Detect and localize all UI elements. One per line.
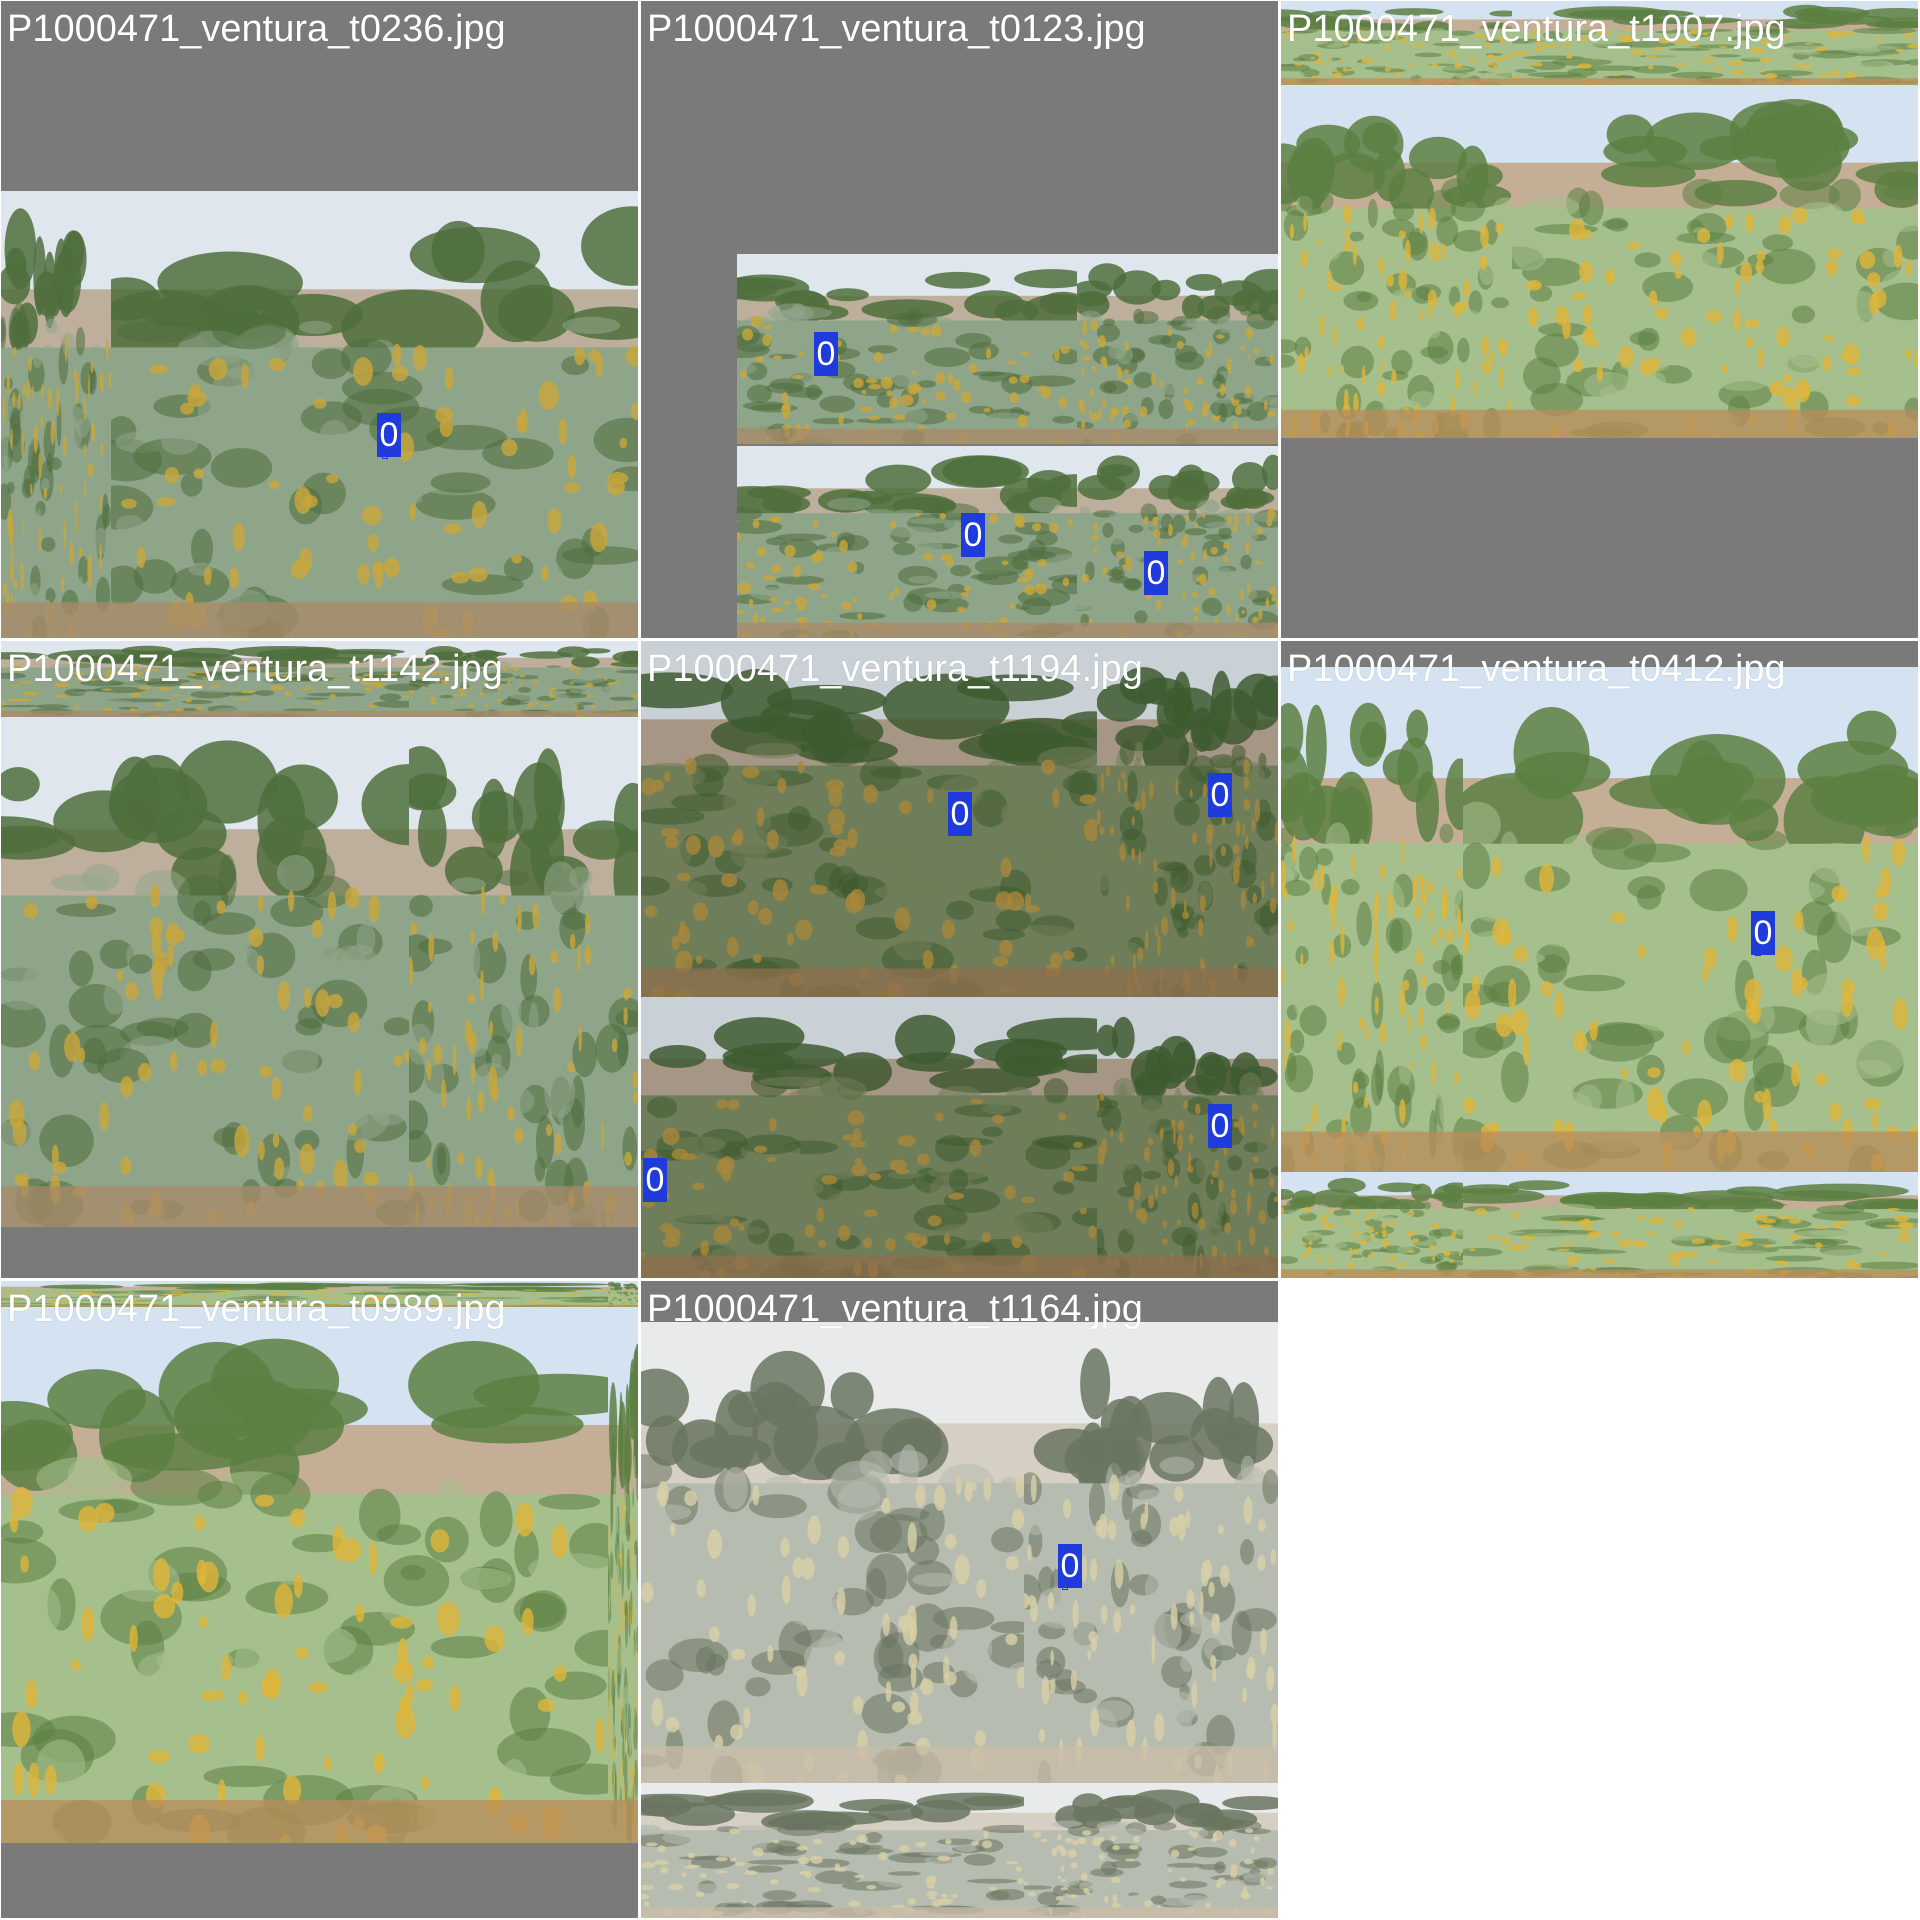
photo-tile — [737, 254, 1077, 444]
photo-tile — [1281, 85, 1512, 438]
detection-box: 0 — [1144, 551, 1168, 595]
detection-marker — [382, 453, 388, 459]
image-filename: P1000471_ventura_t0236.jpg — [7, 8, 506, 50]
cell-t1194: 0 0 0 0 P1000471_ventura_t1194.jpg — [641, 641, 1278, 1278]
photo-tile — [641, 1322, 1024, 1783]
detection-box: 0 — [814, 332, 838, 376]
detection-box: 0 — [1208, 1104, 1232, 1148]
detection-marker — [1755, 950, 1761, 956]
photo-tile — [1281, 1, 1512, 85]
detection-box: 0 — [1208, 773, 1232, 817]
photo-tile — [1512, 1, 1918, 85]
detection-marker — [1062, 1584, 1068, 1590]
photo-tile — [641, 641, 1097, 997]
photo-tile — [1281, 1172, 1463, 1278]
photo-tile — [1097, 997, 1278, 1278]
photo-tile — [1077, 446, 1278, 638]
photo-tile — [409, 717, 638, 1227]
photo-tile — [641, 1783, 1024, 1918]
detection-box: 0 — [643, 1158, 667, 1202]
cell-t0412: 0 P1000471_ventura_t0412.jpg — [1281, 641, 1918, 1278]
photo-tile — [1512, 85, 1918, 438]
image-filename: P1000471_ventura_t0123.jpg — [647, 8, 1146, 50]
cell-t0989: P1000471_ventura_t0989.jpg — [1, 1281, 638, 1918]
cell-t1142: P1000471_ventura_t1142.jpg — [1, 641, 638, 1278]
photo-tile — [1, 1307, 608, 1843]
photo-tile — [608, 1281, 638, 1307]
detection-box: 0 — [377, 413, 401, 457]
photo-tile — [1, 1281, 608, 1307]
photo-tile — [1, 641, 409, 717]
photo-tile — [1281, 667, 1463, 1172]
cell-t1007: P1000471_ventura_t1007.jpg — [1281, 1, 1918, 638]
cell-t0123: 0 0 0 P1000471_ventura_t0123.jpg — [641, 1, 1278, 638]
photo-tile — [608, 1307, 638, 1843]
detection-box: 0 — [948, 792, 972, 836]
cell-t0236: 0 P1000471_ventura_t0236.jpg — [1, 1, 638, 638]
cell-t1164: 0 P1000471_ventura_t1164.jpg — [641, 1281, 1278, 1918]
photo-tile — [1463, 1172, 1918, 1278]
photo-tile — [1, 717, 409, 1227]
detection-box: 0 — [1751, 911, 1775, 955]
photo-tile — [1097, 641, 1278, 997]
photo-tile — [409, 641, 638, 717]
photo-tile — [111, 191, 638, 638]
detection-box: 0 — [1058, 1544, 1082, 1588]
photo-tile — [641, 997, 1097, 1278]
photo-tile — [1463, 667, 1918, 1172]
photo-tile — [1077, 254, 1278, 444]
photo-tile — [1, 191, 111, 638]
photo-tile — [1024, 1783, 1278, 1918]
photo-tile — [737, 446, 1077, 638]
detection-box: 0 — [961, 513, 985, 557]
